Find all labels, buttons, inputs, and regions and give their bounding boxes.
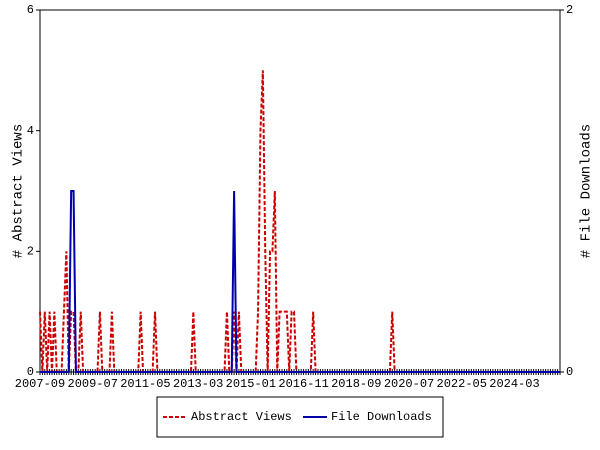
y-tick-label: 2 [27, 245, 34, 259]
x-tick-label: 2013-03 [173, 377, 223, 391]
series-line [40, 190, 560, 373]
x-tick-label: 2007-09 [15, 377, 65, 391]
x-tick-label: 2015-01 [226, 377, 276, 391]
x-tick-label: 2022-05 [437, 377, 487, 391]
y-axis-title: # Abstract Views [11, 124, 27, 258]
x-tick-label: 2024-03 [489, 377, 539, 391]
legend-label: Abstract Views [191, 410, 292, 424]
legend-label: File Downloads [331, 410, 432, 424]
y2-axis-title: # File Downloads [579, 124, 595, 258]
x-tick-label: 2009-07 [68, 377, 118, 391]
plot-area [39, 9, 561, 373]
x-tick-label: 2020-07 [384, 377, 434, 391]
y2-tick-label: 0 [566, 365, 573, 379]
legend [156, 396, 444, 438]
y2-tick-label: 2 [566, 3, 573, 17]
y-tick-label: 4 [27, 124, 34, 138]
x-tick-label: 2016-11 [278, 377, 328, 391]
y-tick-label: 6 [27, 3, 34, 17]
x-tick-label: 2011-05 [120, 377, 170, 391]
x-tick-label: 2018-09 [331, 377, 381, 391]
y-tick-label: 0 [27, 365, 34, 379]
